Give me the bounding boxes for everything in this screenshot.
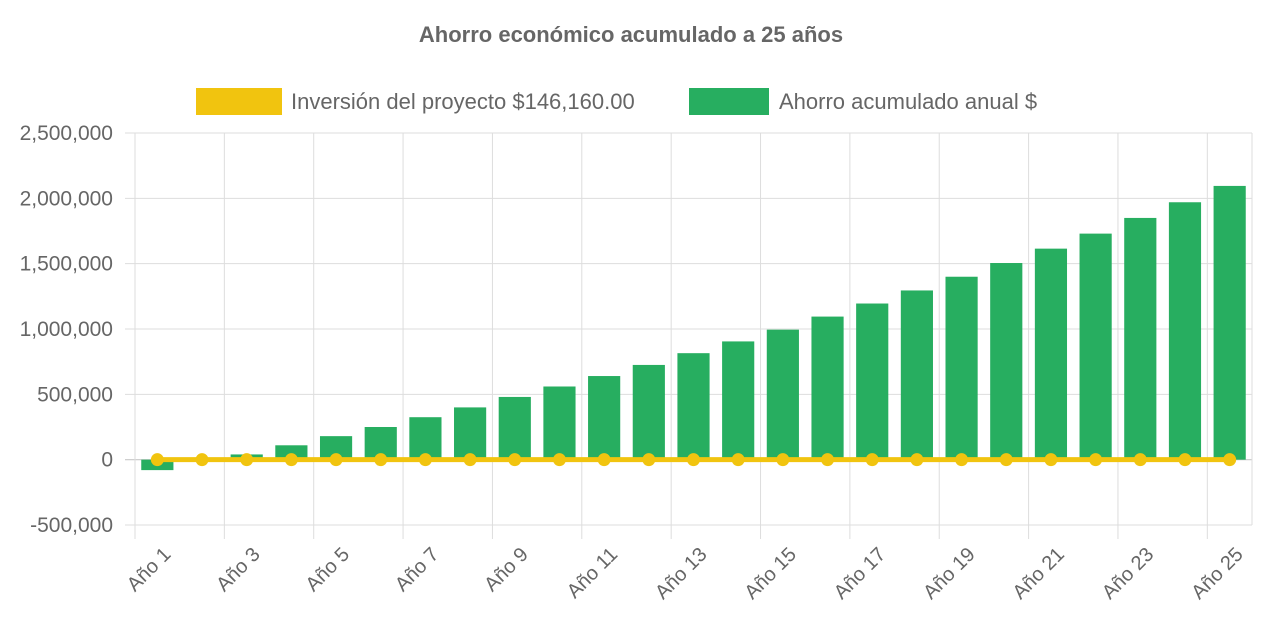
bar-año-14[interactable] xyxy=(722,341,755,460)
investment-point[interactable] xyxy=(284,453,298,467)
x-tick-label: Año 17 xyxy=(830,543,890,603)
legend-swatch-savings xyxy=(689,88,769,115)
investment-point[interactable] xyxy=(1178,453,1192,467)
investment-point[interactable] xyxy=(508,453,522,467)
bar-año-9[interactable] xyxy=(498,396,531,460)
investment-point[interactable] xyxy=(418,453,432,467)
chart-title: Ahorro económico acumulado a 25 años xyxy=(419,22,843,47)
legend-label-investment: Inversión del proyecto $146,160.00 xyxy=(291,89,635,114)
legend: Inversión del proyecto $146,160.00 Ahorr… xyxy=(196,88,1037,115)
investment-point[interactable] xyxy=(1044,453,1058,467)
investment-point[interactable] xyxy=(463,453,477,467)
bar-año-20[interactable] xyxy=(990,263,1023,460)
legend-swatch-investment xyxy=(196,88,282,115)
investment-point[interactable] xyxy=(776,453,790,467)
bar-año-17[interactable] xyxy=(856,303,889,460)
investment-point[interactable] xyxy=(1133,453,1147,467)
bar-año-7[interactable] xyxy=(409,417,442,460)
bar-año-19[interactable] xyxy=(945,276,978,460)
bar-año-24[interactable] xyxy=(1168,202,1202,460)
legend-item-investment[interactable]: Inversión del proyecto $146,160.00 xyxy=(196,88,635,115)
bar-año-10[interactable] xyxy=(543,386,576,460)
bar-año-25[interactable] xyxy=(1213,185,1246,460)
bar-año-22[interactable] xyxy=(1079,233,1112,460)
bar-año-12[interactable] xyxy=(632,364,665,460)
legend-item-savings[interactable]: Ahorro acumulado anual $ xyxy=(689,88,1037,115)
x-tick-label: Año 23 xyxy=(1098,543,1158,603)
bar-año-13[interactable] xyxy=(677,353,710,460)
investment-point[interactable] xyxy=(865,453,879,467)
bar-año-23[interactable] xyxy=(1124,217,1157,460)
investment-point[interactable] xyxy=(642,453,656,467)
x-tick-label: Año 19 xyxy=(919,543,979,603)
bar-series-savings xyxy=(141,185,1246,471)
bar-año-15[interactable] xyxy=(766,329,799,460)
bar-año-8[interactable] xyxy=(454,407,487,460)
x-tick-label: Año 13 xyxy=(651,543,711,603)
investment-point[interactable] xyxy=(1223,453,1237,467)
line-series-investment xyxy=(150,453,1237,467)
x-tick-label: Año 1 xyxy=(123,543,176,596)
y-tick-label: 2,500,000 xyxy=(20,122,113,145)
x-tick-label: Año 5 xyxy=(302,543,355,596)
investment-point[interactable] xyxy=(910,453,924,467)
bar-año-18[interactable] xyxy=(900,290,933,460)
bar-año-4[interactable] xyxy=(275,445,308,460)
y-tick-label: 1,000,000 xyxy=(20,318,113,341)
x-tick-label: Año 15 xyxy=(741,543,801,603)
investment-point[interactable] xyxy=(240,453,254,467)
investment-point[interactable] xyxy=(955,453,969,467)
x-tick-label: Año 9 xyxy=(480,543,533,596)
x-tick-label: Año 7 xyxy=(391,543,444,596)
bar-año-16[interactable] xyxy=(811,316,844,460)
investment-point[interactable] xyxy=(552,453,566,467)
investment-point[interactable] xyxy=(597,453,611,467)
investment-point[interactable] xyxy=(374,453,388,467)
investment-point[interactable] xyxy=(150,453,164,467)
y-tick-label: 500,000 xyxy=(37,383,113,406)
x-tick-label: Año 21 xyxy=(1009,543,1069,603)
legend-label-savings: Ahorro acumulado anual $ xyxy=(779,89,1037,114)
bar-año-11[interactable] xyxy=(588,376,621,460)
investment-point[interactable] xyxy=(999,453,1013,467)
y-tick-label: 0 xyxy=(101,449,113,472)
y-axis: 2,500,000 2,000,000 1,500,000 1,000,000 500,… xyxy=(20,122,113,537)
investment-point[interactable] xyxy=(329,453,343,467)
bar-año-21[interactable] xyxy=(1034,248,1068,460)
y-tick-label: -500,000 xyxy=(30,514,113,537)
investment-point[interactable] xyxy=(731,453,745,467)
x-axis: Año 1 Año 3 Año 5 Año 7 Año 9 Año 11 Año 13 Año… xyxy=(123,543,1248,603)
investment-point[interactable] xyxy=(1089,453,1103,467)
bar-año-5[interactable] xyxy=(319,436,353,460)
y-tick-label: 1,500,000 xyxy=(20,253,113,276)
investment-point[interactable] xyxy=(821,453,835,467)
investment-point[interactable] xyxy=(195,453,209,467)
x-tick-label: Año 25 xyxy=(1187,543,1247,603)
x-tick-label: Año 3 xyxy=(212,543,265,596)
y-tick-label: 2,000,000 xyxy=(20,187,113,210)
investment-point[interactable] xyxy=(687,453,700,467)
x-tick-label: Año 11 xyxy=(563,543,622,602)
